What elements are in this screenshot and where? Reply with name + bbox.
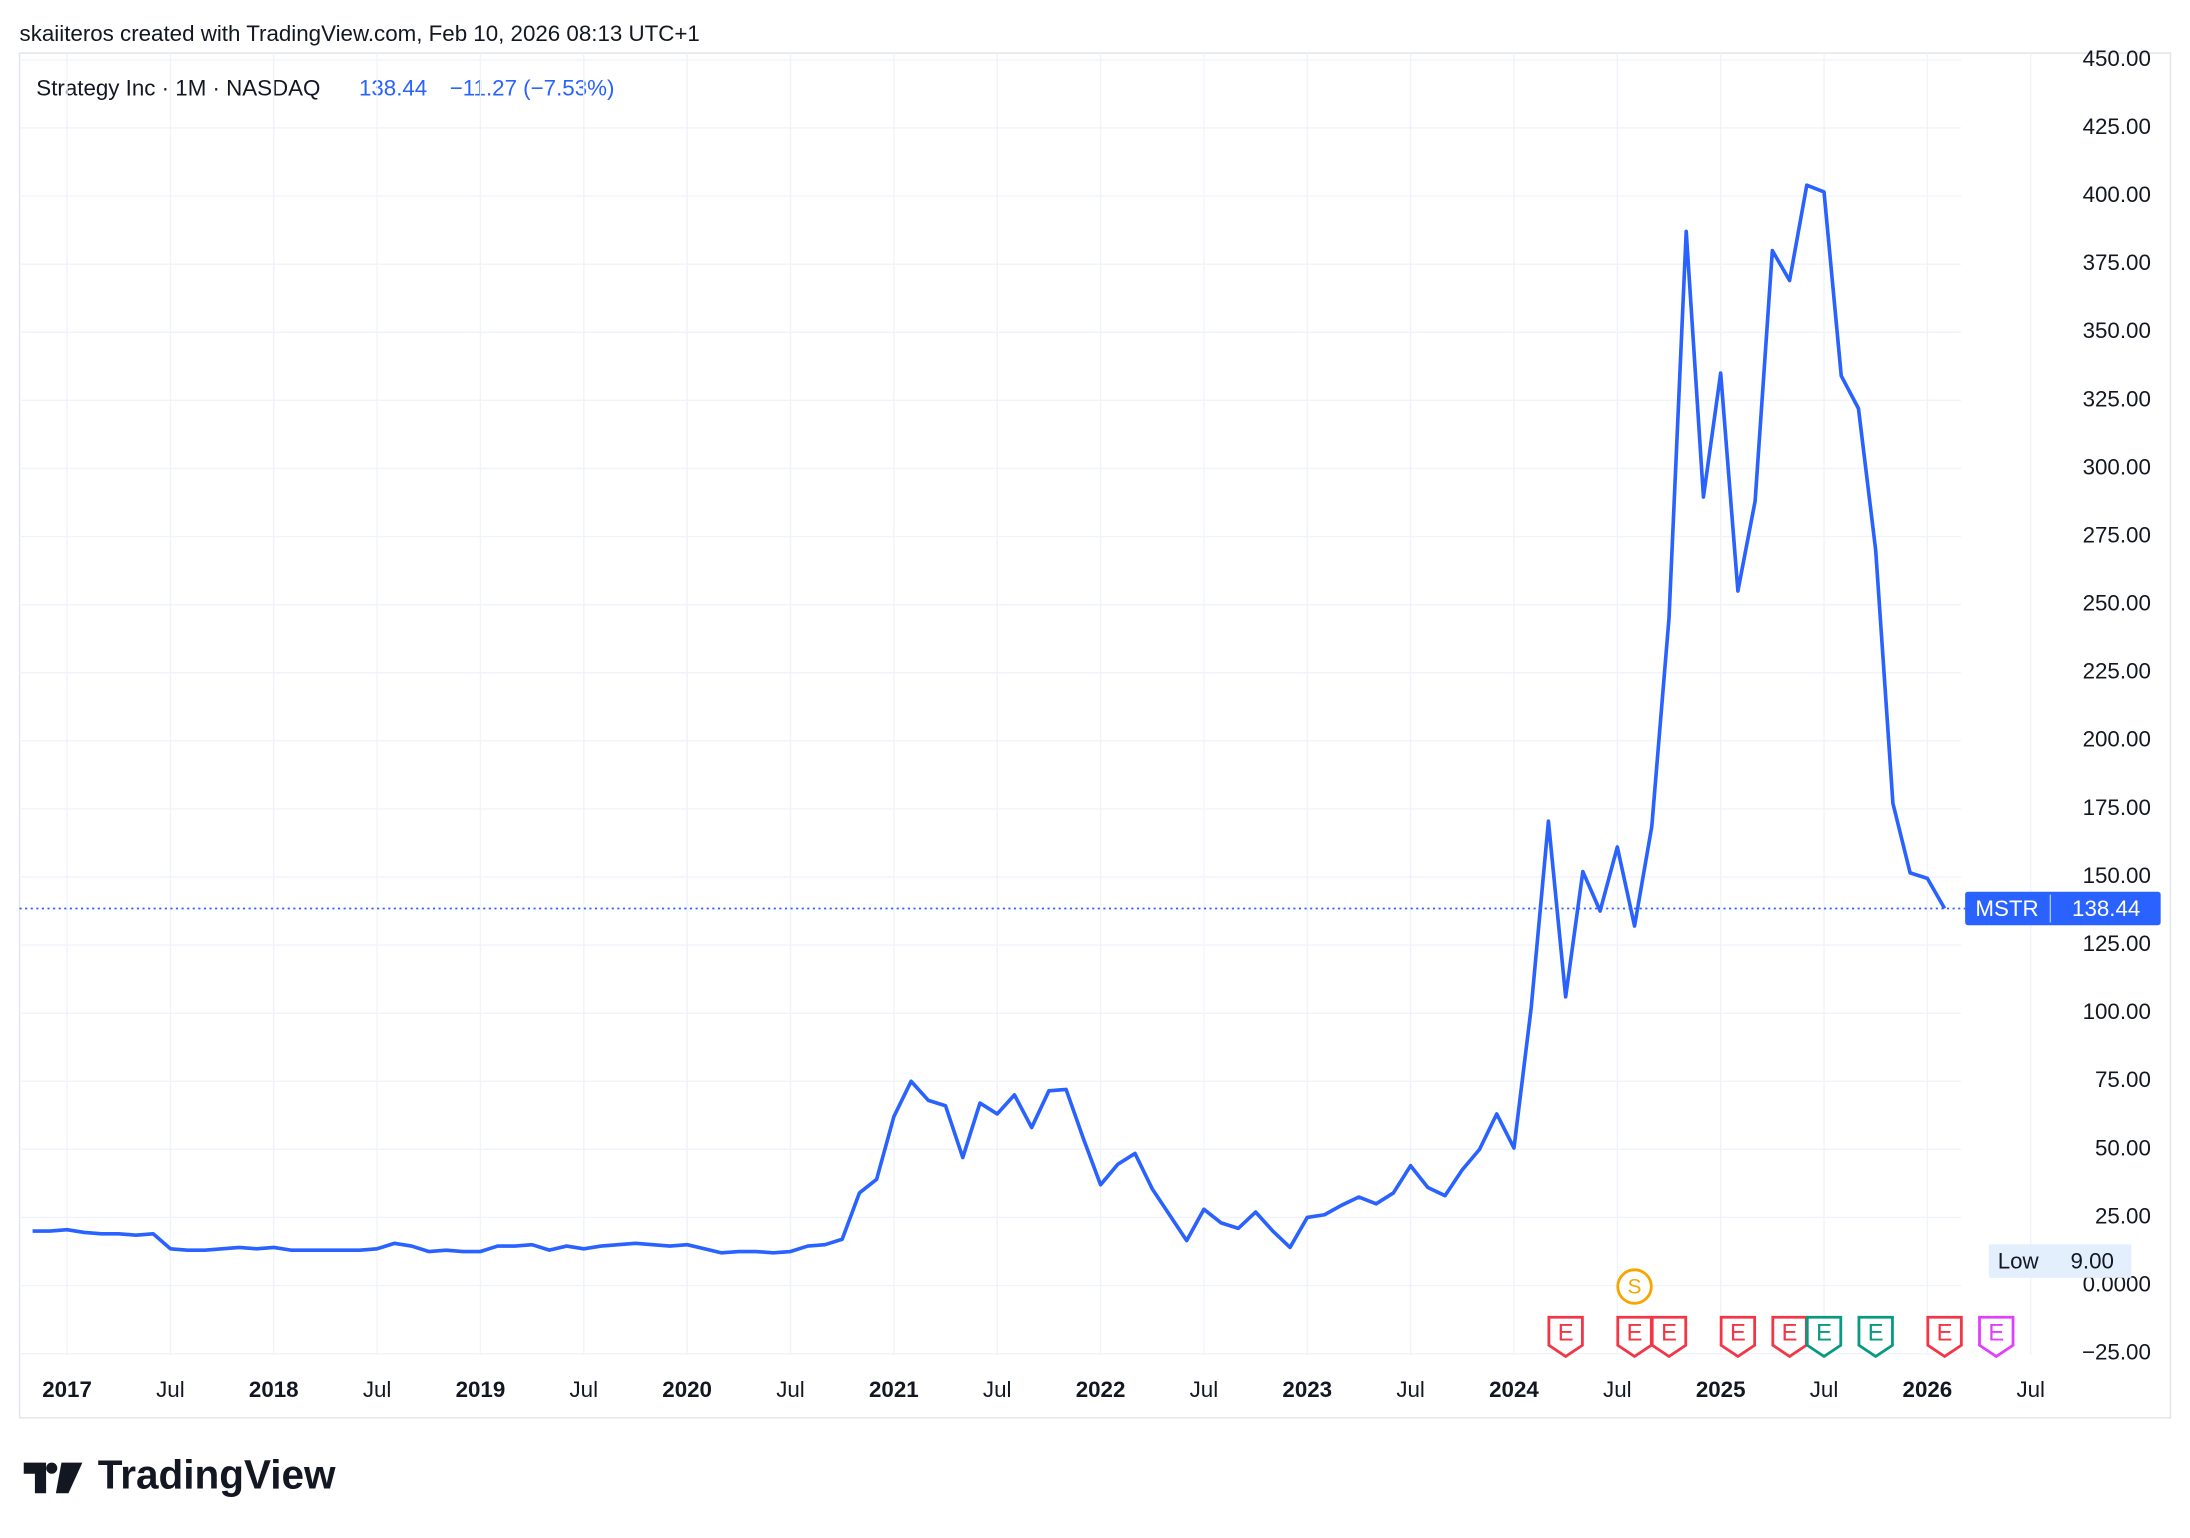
x-tick-label: Jul: [2016, 1377, 2045, 1402]
x-tick-label: Jul: [156, 1377, 185, 1402]
event-label: E: [1937, 1320, 1953, 1346]
event-marker: E: [1616, 1315, 1653, 1359]
event-marker: E: [1719, 1315, 1757, 1359]
event-marker: E: [1805, 1315, 1843, 1359]
event-badge: [1805, 1315, 1843, 1359]
y-tick-label: 125.00: [2083, 931, 2151, 956]
low-tag: [1988, 1244, 2132, 1278]
x-tick-label: Jul: [983, 1377, 1012, 1402]
event-badge: [1616, 1315, 1653, 1359]
y-tick-label: 375.00: [2083, 250, 2151, 275]
x-tick-label: Jul: [1603, 1377, 1632, 1402]
x-tick-label: 2024: [1489, 1377, 1539, 1402]
event-marker: S: [1616, 1268, 1653, 1305]
event-badge: [1547, 1315, 1584, 1359]
x-tick-label: 2019: [456, 1377, 506, 1402]
x-tick-label: 2023: [1282, 1377, 1332, 1402]
y-tick-label: 175.00: [2083, 795, 2151, 820]
change: −11.27 (−7.53%): [450, 75, 615, 100]
x-tick-label: 2022: [1076, 1377, 1126, 1402]
low-value: 9.00: [2070, 1248, 2113, 1273]
header: skaiiteros created with TradingView.com,…: [20, 21, 700, 46]
logo: TradingView: [23, 1452, 336, 1498]
x-tick-label: Jul: [570, 1377, 599, 1402]
event-label: E: [1868, 1320, 1884, 1346]
y-tick-label: 25.00: [2095, 1203, 2151, 1228]
y-tick-label: 225.00: [2083, 659, 2151, 684]
price-line: [32, 183, 1947, 1255]
event-marker: E: [1650, 1315, 1688, 1359]
x-tick-label: 2025: [1696, 1377, 1746, 1402]
y-tick-label: 325.00: [2083, 386, 2151, 411]
y-tick-label: 400.00: [2083, 182, 2151, 207]
y-tick-label: 300.00: [2083, 454, 2151, 479]
event-badge: [1719, 1315, 1757, 1359]
x-tick-label: 2017: [42, 1377, 92, 1402]
logo-icon: [23, 1462, 83, 1494]
event-marker: E: [1547, 1315, 1584, 1359]
y-tick-label: 275.00: [2083, 522, 2151, 547]
event-label: E: [1730, 1320, 1746, 1346]
x-tick-label: Jul: [1810, 1377, 1839, 1402]
event-marker: E: [1978, 1315, 2015, 1359]
price-tag: [1965, 891, 2161, 926]
y-tick-label: 75.00: [2095, 1067, 2151, 1092]
y-tick-label: 200.00: [2083, 727, 2151, 752]
x-tick-label: Jul: [1190, 1377, 1219, 1402]
y-tick-label: 50.00: [2095, 1135, 2151, 1160]
event-label: E: [1988, 1320, 2004, 1346]
event-label: E: [1627, 1320, 1643, 1346]
x-tick-label: Jul: [776, 1377, 805, 1402]
event-badge: [1926, 1315, 1963, 1359]
x-tick-label: 2026: [1903, 1377, 1953, 1402]
x-tick-label: Jul: [1396, 1377, 1425, 1402]
event-badge: [1857, 1315, 1894, 1359]
price-tag-name: MSTR: [1975, 896, 2038, 921]
y-tick-label: −25.00: [2082, 1340, 2151, 1365]
price-tag-value: 138.44: [2072, 896, 2140, 921]
chart-title: Strategy Inc · 1M · NASDAQ: [36, 75, 320, 100]
event-badge: [1616, 1268, 1653, 1305]
event-marker: E: [1857, 1315, 1894, 1359]
event-badge: [1650, 1315, 1688, 1359]
event-label: E: [1661, 1320, 1677, 1346]
event-label: S: [1628, 1275, 1642, 1298]
event-label: E: [1558, 1320, 1574, 1346]
event-marker: E: [1771, 1315, 1808, 1359]
x-tick-label: 2020: [662, 1377, 712, 1402]
event-label: E: [1816, 1320, 1832, 1346]
event-label: E: [1782, 1320, 1798, 1346]
y-tick-label: 350.00: [2083, 318, 2151, 343]
y-tick-label: 450.00: [2083, 46, 2151, 71]
event-badge: [1978, 1315, 2015, 1359]
y-tick-label: 150.00: [2083, 863, 2151, 888]
y-tick-label: 425.00: [2083, 114, 2151, 139]
last-value: 138.44: [359, 75, 427, 100]
x-tick-label: Jul: [363, 1377, 392, 1402]
x-tick-label: 2018: [249, 1377, 299, 1402]
chart-frame: [18, 52, 2172, 1419]
x-tick-label: 2021: [869, 1377, 919, 1402]
y-tick-label: 100.00: [2083, 999, 2151, 1024]
y-tick-label: 250.00: [2083, 591, 2151, 616]
brand: TradingView: [98, 1452, 336, 1498]
event-badge: [1771, 1315, 1808, 1359]
low-label: Low: [1998, 1248, 2040, 1273]
event-marker: E: [1926, 1315, 1963, 1359]
